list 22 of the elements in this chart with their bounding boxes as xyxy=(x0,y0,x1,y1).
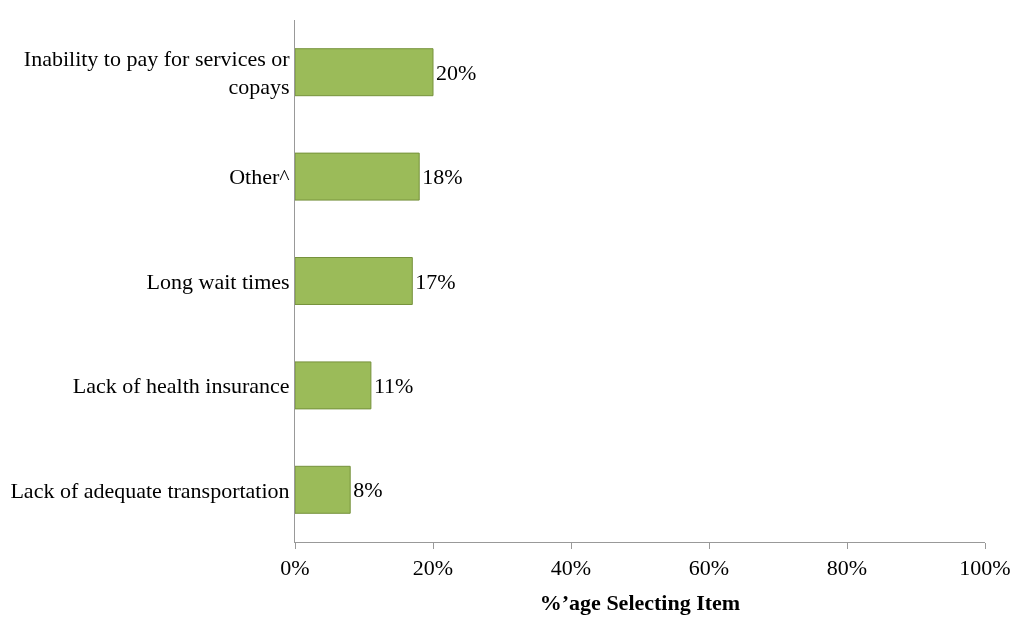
bar xyxy=(295,465,351,514)
y-tick-label: Long wait times xyxy=(146,268,290,294)
y-tick-label: Lack of health insurance xyxy=(72,373,290,399)
x-axis-title: %’age Selecting Item xyxy=(539,590,741,616)
data-label: 8% xyxy=(353,477,383,503)
data-label: 20% xyxy=(436,59,477,85)
x-tick-label: 20% xyxy=(412,555,454,581)
x-tick-label: 40% xyxy=(550,555,592,581)
y-tick-label: Other^ xyxy=(229,164,291,190)
bar xyxy=(295,257,413,305)
bar xyxy=(295,48,434,97)
data-label: 18% xyxy=(422,164,463,190)
bar xyxy=(295,152,420,201)
y-tick-label: Lack of adequate transportation xyxy=(10,477,290,503)
bar xyxy=(295,361,372,410)
x-tick-label: 80% xyxy=(826,555,868,581)
x-tick-label: 0% xyxy=(280,555,310,581)
data-label: 11% xyxy=(373,372,414,398)
x-tick-label: 60% xyxy=(688,555,730,581)
x-tick-label: 100% xyxy=(959,555,1011,581)
y-tick-label: Inability to pay for services or copays xyxy=(23,45,291,100)
data-label: 17% xyxy=(415,268,456,294)
